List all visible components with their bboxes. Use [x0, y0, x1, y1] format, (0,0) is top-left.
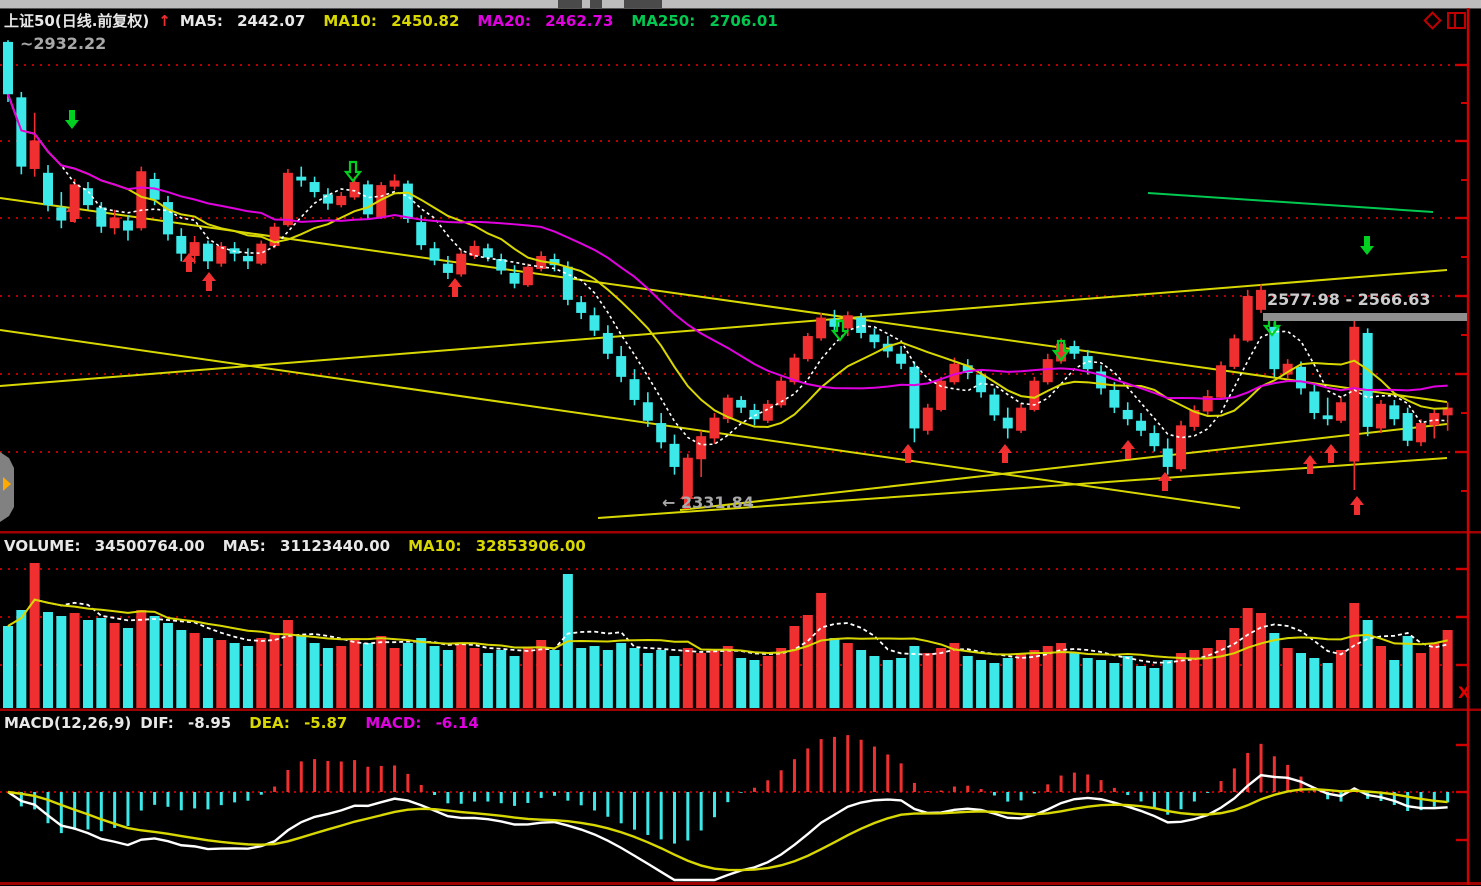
marker-layer — [65, 110, 1374, 515]
ma20-legend: MA20: 2462.73 — [477, 12, 614, 30]
diamond-tool-icon[interactable] — [1421, 11, 1443, 35]
ma250-legend: MA250: 2706.01 — [631, 12, 778, 30]
volume-layer — [3, 563, 1453, 708]
window-strip-notch — [624, 0, 662, 8]
macd-name: MACD(12,26,9) — [4, 714, 132, 732]
dif-legend: DIF: -8.95 — [140, 714, 232, 732]
symbol-title: 上证50(日线.前复权) — [4, 12, 150, 30]
close-icon[interactable]: X — [1458, 683, 1471, 702]
gap-zone-band — [1263, 313, 1467, 321]
trendline-layer — [0, 192, 1448, 519]
ma5-legend: MA5: 2442.07 — [179, 12, 306, 30]
volume-legend: VOLUME: 34500764.00 — [4, 537, 205, 555]
high-price-label: ~2932.22 — [20, 34, 107, 53]
dea-legend: DEA: -5.87 — [249, 714, 348, 732]
window-top-strip — [0, 0, 1481, 9]
window-strip-notch — [558, 0, 582, 8]
volume-ma10-legend: MA10: 32853906.00 — [408, 537, 586, 555]
low-price-label: ← 2331.84 — [662, 493, 754, 512]
window-strip-notch — [590, 0, 602, 8]
split-pane-icon[interactable] — [1446, 10, 1468, 36]
sidebar-expand-handle[interactable] — [0, 450, 18, 532]
macd-layer — [7, 735, 1450, 882]
expand-right-icon — [3, 477, 11, 491]
axis-layer — [0, 8, 1481, 885]
trend-up-arrow-icon: ↑ — [158, 12, 171, 30]
moving-average-layer — [7, 93, 1448, 446]
gridline-layer — [0, 64, 1466, 793]
macd-pane-header: MACD(12,26,9) DIF: -8.95 DEA: -5.87 MACD: -… — [4, 714, 497, 732]
gap-price-label: 2577.98 - 2566.63 — [1267, 290, 1431, 309]
volume-pane-header: VOLUME: 34500764.00 MA5: 31123440.00 MA10:… — [4, 537, 604, 555]
candlestick-layer — [3, 40, 1453, 503]
macd-value-legend: MACD: -6.14 — [365, 714, 479, 732]
main-chart-header: 上证50(日线.前复权) ↑ MA5: 2442.07 MA10: 2450.82 MA… — [4, 10, 796, 31]
ma10-legend: MA10: 2450.82 — [323, 12, 460, 30]
volume-ma5-legend: MA5: 31123440.00 — [222, 537, 391, 555]
